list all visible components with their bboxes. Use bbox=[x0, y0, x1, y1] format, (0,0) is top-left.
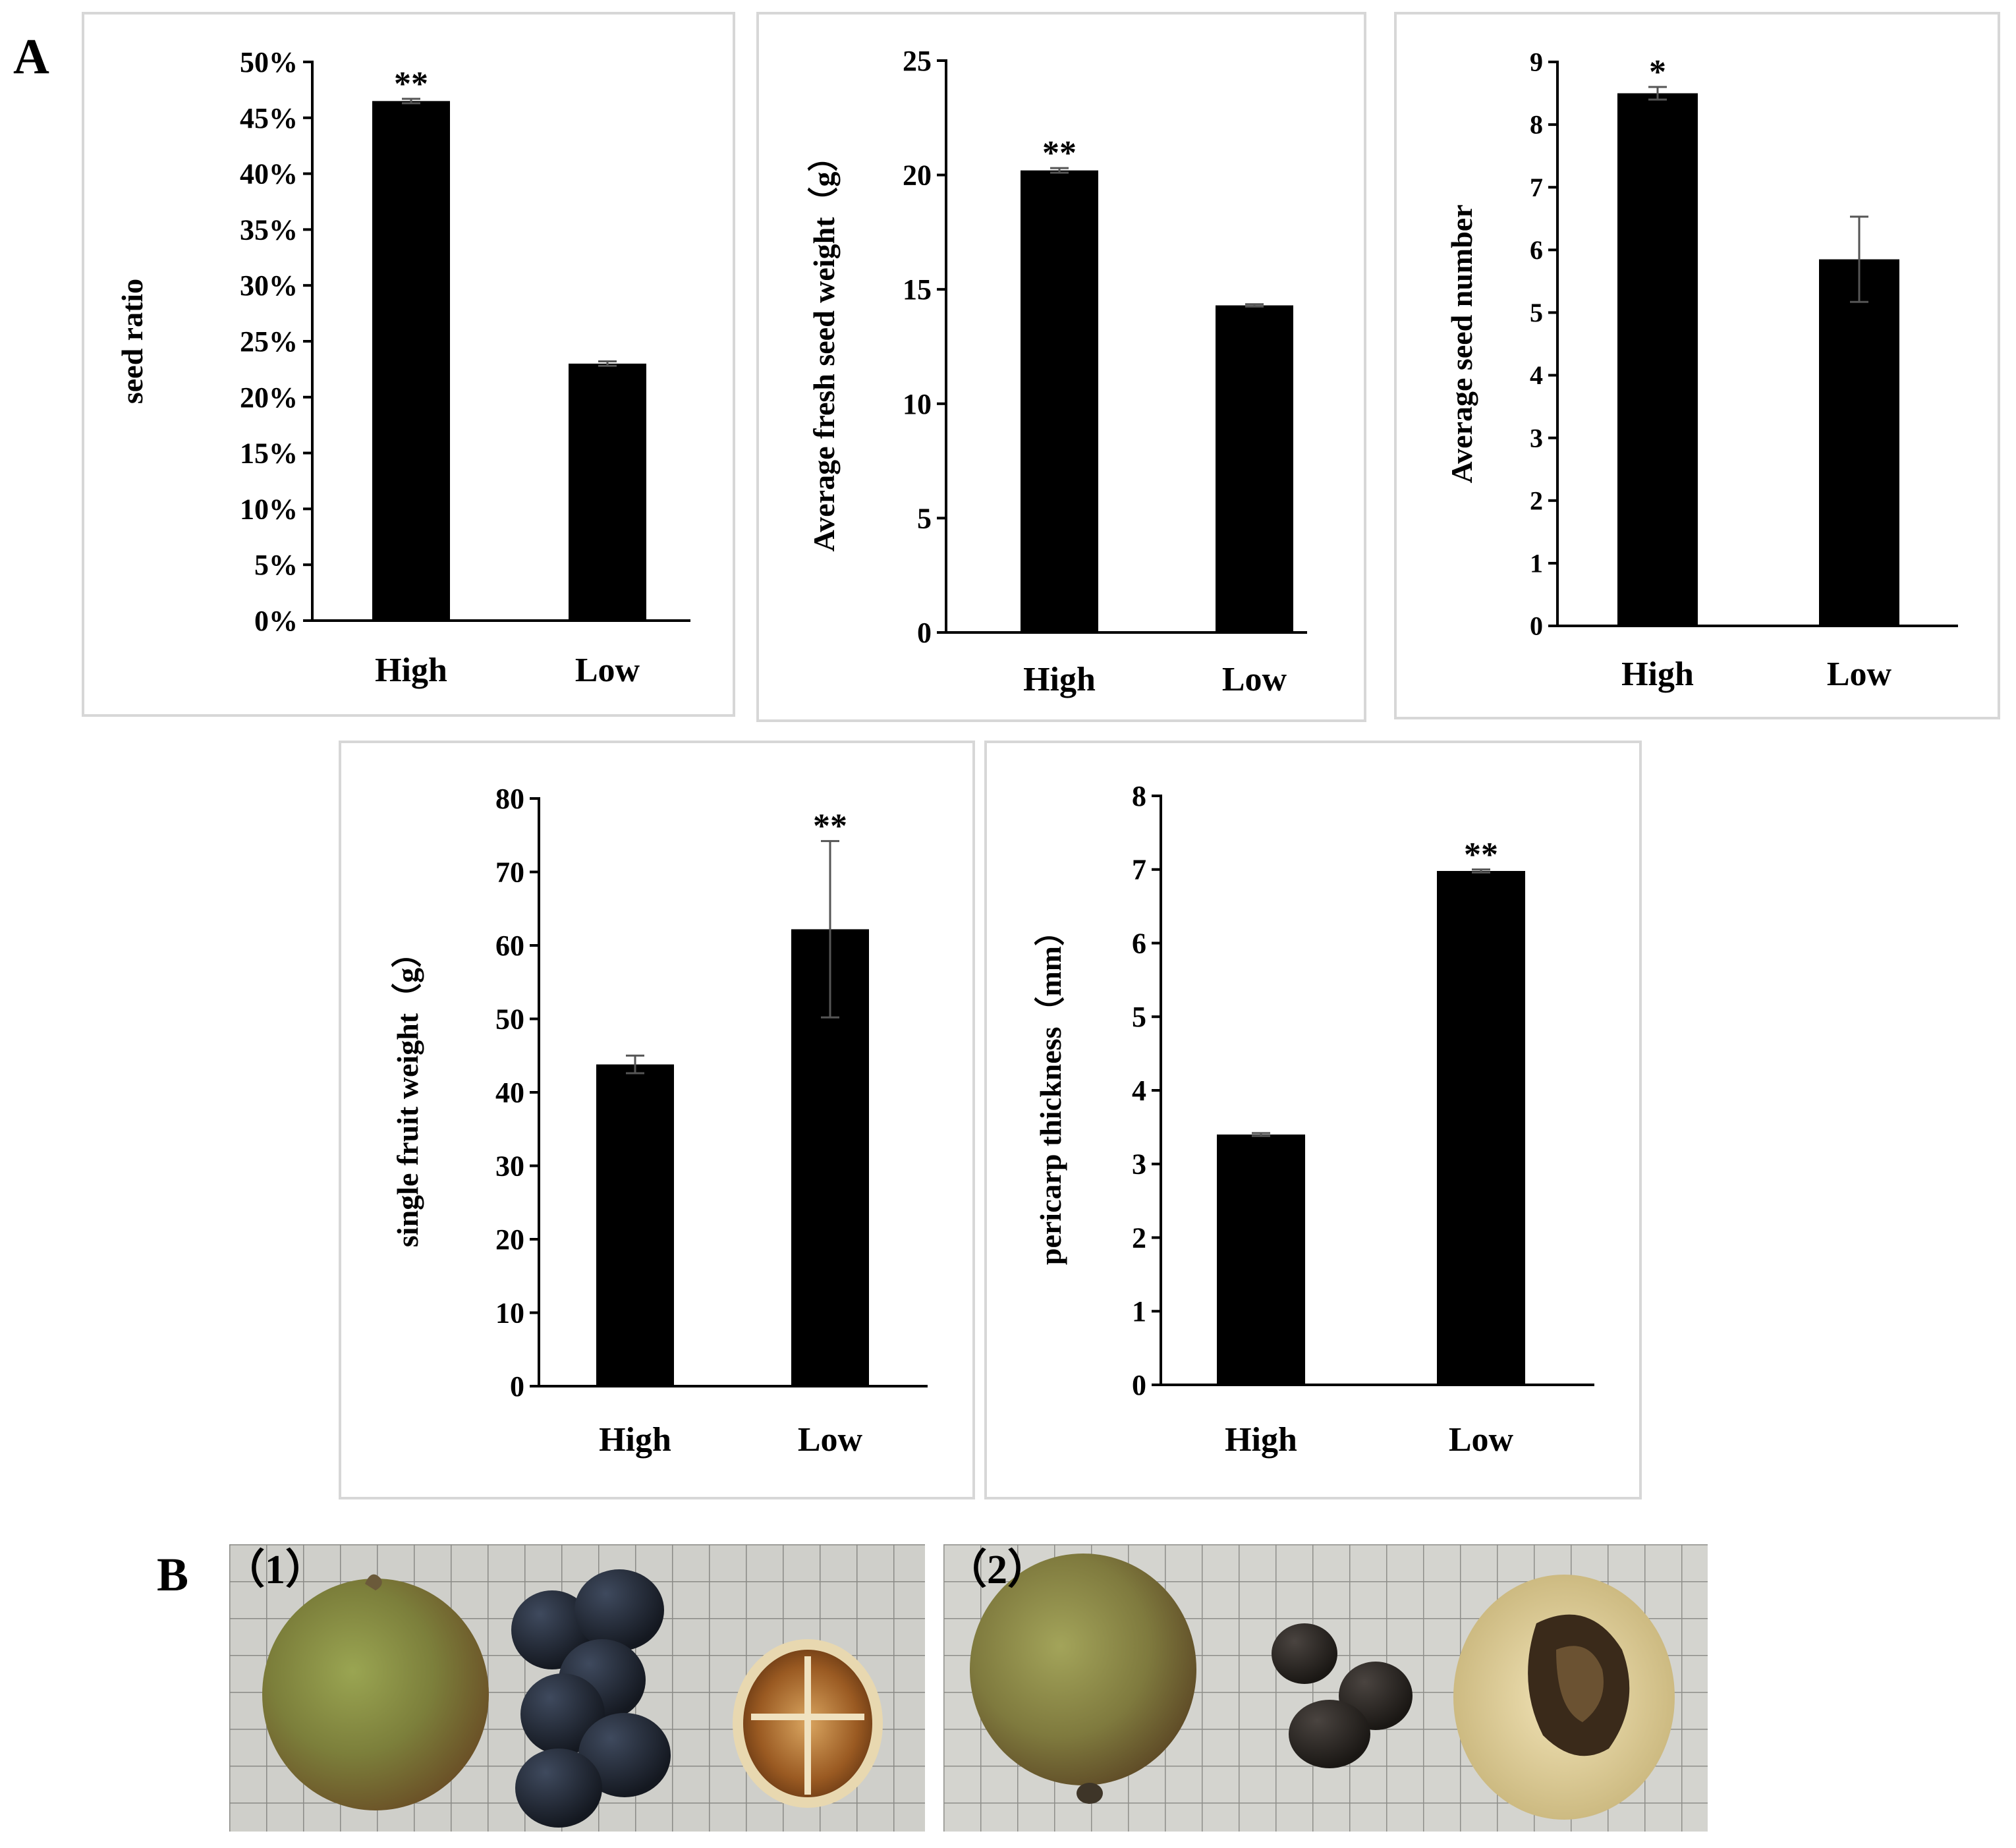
photo-high-yield-fruit: （1） bbox=[229, 1544, 925, 1832]
panel-label-a: A bbox=[13, 29, 49, 84]
bar-low bbox=[1819, 259, 1899, 627]
y-tick-label: 10% bbox=[240, 493, 298, 525]
chart-single-fruit-weight: 0 10 20 30 40 50 60 70 80 High ** Low single fruit w… bbox=[339, 741, 975, 1499]
category-label: High bbox=[1621, 656, 1694, 693]
category-label: Low bbox=[1449, 1421, 1514, 1459]
y-tick-label: 80 bbox=[495, 783, 524, 815]
y-axis-label: Average seed number bbox=[1445, 204, 1478, 483]
chart-svg-3: 0 10 20 30 40 50 60 70 80 High ** Low single fruit w… bbox=[391, 783, 928, 1459]
y-tick-label: 20 bbox=[495, 1223, 524, 1256]
y-tick-label: 20% bbox=[240, 381, 298, 414]
y-tick-label: 2 bbox=[1530, 486, 1543, 515]
y-tick-label: 4 bbox=[1132, 1075, 1146, 1107]
chart-seed-ratio: 0% 5% 10% 15% 20% 25% 30% 35% 40% 45% 50% ** High Low… bbox=[82, 12, 735, 717]
whole-fruit bbox=[970, 1554, 1196, 1785]
y-tick-label: 70 bbox=[495, 856, 524, 888]
category-label: High bbox=[599, 1421, 671, 1459]
y-tick-label: 50 bbox=[495, 1003, 524, 1035]
chart-svg-0: 0% 5% 10% 15% 20% 25% 30% 35% 40% 45% 50% ** High Low… bbox=[115, 46, 690, 689]
chart-pericarp-thickness: 0 1 2 3 4 5 6 7 8 High ** Low pericarp thickness（mm） bbox=[984, 741, 1642, 1499]
y-tick-label: 0 bbox=[1530, 611, 1543, 641]
panel-label-b: B bbox=[157, 1548, 189, 1601]
y-tick-label: 25% bbox=[240, 325, 298, 358]
y-tick-label: 7 bbox=[1132, 854, 1146, 886]
bar-high bbox=[1617, 93, 1698, 627]
y-tick-label: 5% bbox=[254, 549, 298, 581]
y-tick-label: 10 bbox=[903, 388, 932, 420]
significance-marker: ** bbox=[1464, 836, 1498, 874]
y-tick-label: 50% bbox=[240, 46, 298, 78]
chart-svg-2: 0 1 2 3 4 5 6 7 8 9 * High Low Average seed number bbox=[1445, 47, 1958, 693]
category-label: High bbox=[1023, 661, 1096, 698]
bar-high bbox=[1217, 1134, 1305, 1385]
y-tick-label: 40 bbox=[495, 1077, 524, 1109]
y-tick-label: 40% bbox=[240, 158, 298, 190]
y-tick-label: 0 bbox=[1132, 1369, 1146, 1401]
whole-fruit bbox=[262, 1579, 489, 1810]
y-tick-label: 10 bbox=[495, 1297, 524, 1329]
photo-2-svg bbox=[943, 1544, 1708, 1832]
y-tick-label: 1 bbox=[1530, 548, 1543, 578]
chart-fresh-seed-weight: 0 5 10 15 20 25 ** High Low Average fresh seed we… bbox=[756, 12, 1366, 722]
y-tick-label: 8 bbox=[1530, 110, 1543, 140]
bar-high bbox=[372, 101, 450, 621]
y-tick-label: 7 bbox=[1530, 173, 1543, 202]
significance-marker: ** bbox=[394, 65, 428, 103]
y-tick-label: 0 bbox=[917, 617, 932, 649]
chart-svg-1: 0 5 10 15 20 25 ** High Low Average fresh seed we… bbox=[807, 45, 1307, 698]
y-tick-label: 3 bbox=[1132, 1148, 1146, 1181]
bar-high bbox=[1021, 170, 1098, 632]
y-tick-label: 4 bbox=[1530, 360, 1543, 390]
y-tick-label: 30% bbox=[240, 269, 298, 302]
chart-seed-number: 0 1 2 3 4 5 6 7 8 9 * High Low Average seed number bbox=[1394, 12, 2000, 719]
bar-low bbox=[1216, 305, 1293, 632]
y-tick-label: 9 bbox=[1530, 47, 1543, 77]
significance-marker: * bbox=[1649, 53, 1666, 91]
y-tick-label: 35% bbox=[240, 213, 298, 246]
y-axis-label: single fruit weight（g） bbox=[391, 938, 424, 1247]
y-tick-label: 15 bbox=[903, 273, 932, 306]
y-tick-label: 1 bbox=[1132, 1295, 1146, 1328]
y-tick-label: 6 bbox=[1530, 235, 1543, 265]
y-axis-label: pericarp thickness（mm） bbox=[1034, 916, 1067, 1265]
significance-marker: ** bbox=[813, 808, 847, 845]
category-label: Low bbox=[575, 652, 640, 689]
y-tick-label: 25 bbox=[903, 45, 932, 77]
bar-low bbox=[569, 363, 646, 621]
y-tick-label: 60 bbox=[495, 930, 524, 962]
seeds bbox=[1272, 1623, 1413, 1768]
y-tick-label: 30 bbox=[495, 1150, 524, 1182]
y-tick-label: 8 bbox=[1132, 780, 1146, 812]
y-tick-label: 15% bbox=[240, 437, 298, 470]
chart-svg-4: 0 1 2 3 4 5 6 7 8 High ** Low pericarp thickness（mm） bbox=[1034, 780, 1594, 1459]
category-label: Low bbox=[1827, 656, 1892, 693]
y-tick-label: 6 bbox=[1132, 927, 1146, 959]
significance-marker: ** bbox=[1042, 134, 1077, 172]
photo-1-svg bbox=[229, 1544, 925, 1832]
photo-1-label: （1） bbox=[229, 1548, 327, 1592]
y-axis-label: Average fresh seed weight（g） bbox=[807, 142, 841, 552]
y-tick-label: 5 bbox=[917, 502, 932, 534]
category-label: Low bbox=[1222, 661, 1287, 698]
y-tick-label: 0% bbox=[254, 605, 298, 637]
bar-high bbox=[596, 1064, 674, 1386]
y-tick-label: 5 bbox=[1132, 1001, 1146, 1033]
y-tick-label: 5 bbox=[1530, 298, 1543, 327]
y-tick-label: 45% bbox=[240, 102, 298, 134]
category-label: Low bbox=[798, 1421, 863, 1459]
photo-2-label: （2） bbox=[946, 1548, 1049, 1592]
y-axis-label: seed ratio bbox=[115, 279, 149, 404]
photo-low-yield-fruit: （2） bbox=[943, 1544, 1708, 1832]
y-tick-label: 3 bbox=[1530, 423, 1543, 453]
category-label: High bbox=[1225, 1421, 1297, 1459]
seeds bbox=[511, 1569, 671, 1828]
bar-low bbox=[1437, 870, 1525, 1385]
category-label: High bbox=[375, 652, 447, 689]
y-tick-label: 2 bbox=[1132, 1221, 1146, 1254]
y-tick-label: 20 bbox=[903, 159, 932, 192]
y-tick-label: 0 bbox=[510, 1370, 524, 1403]
